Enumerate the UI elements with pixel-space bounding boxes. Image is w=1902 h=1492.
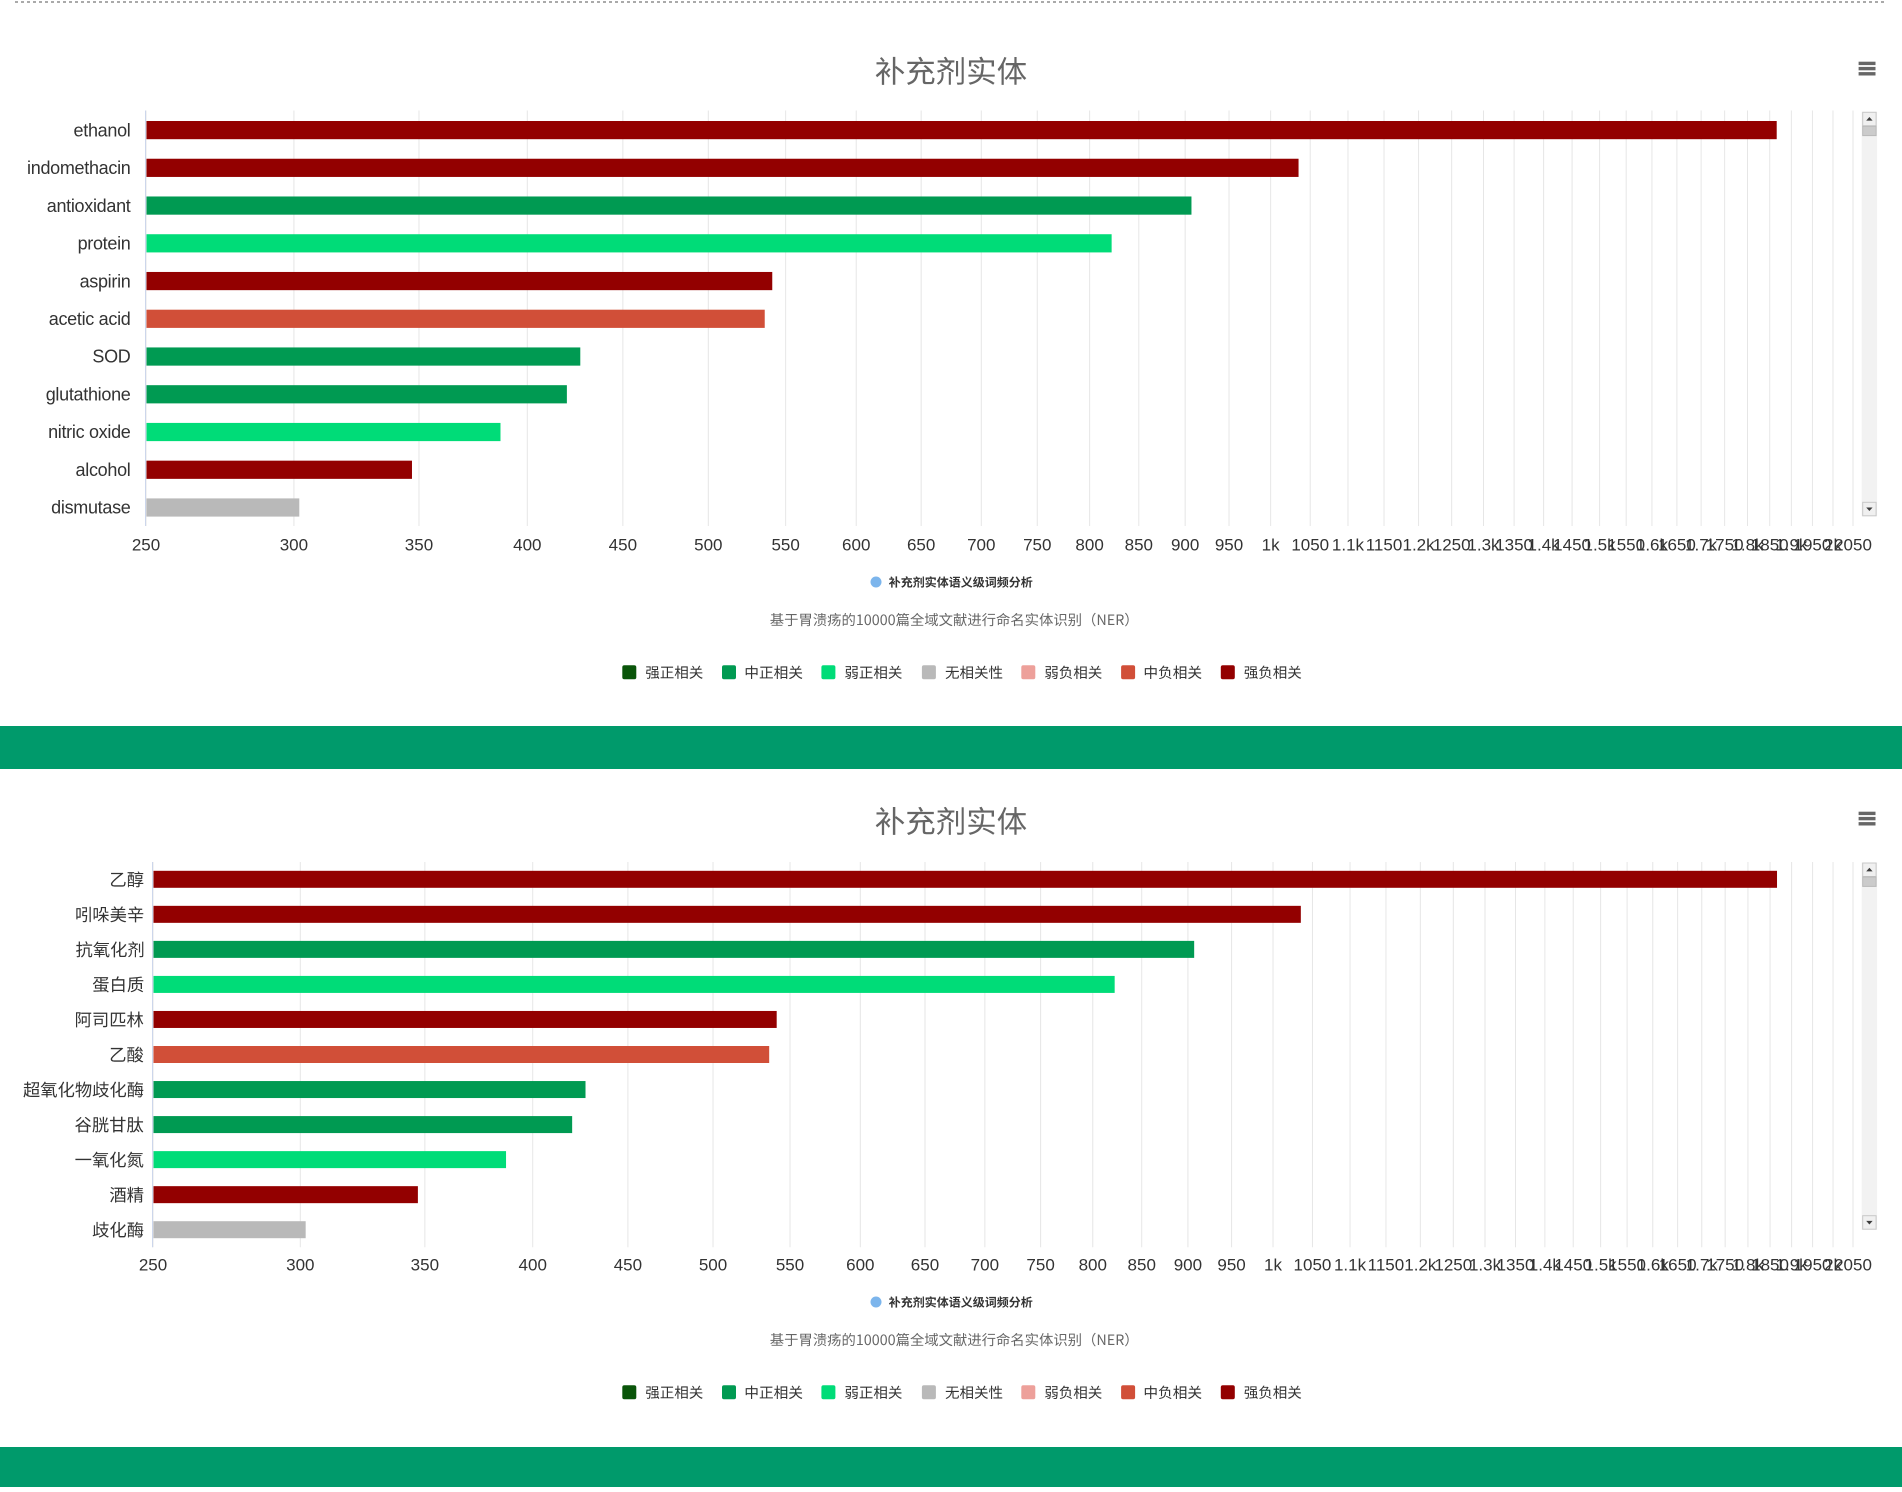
svg-text:1.9k: 1.9k	[1775, 536, 1808, 555]
svg-text:950: 950	[1217, 1256, 1245, 1275]
svg-text:500: 500	[699, 1256, 727, 1275]
svg-text:2050: 2050	[1834, 536, 1872, 555]
svg-text:550: 550	[776, 1256, 804, 1275]
svg-text:1850: 1850	[1751, 536, 1789, 555]
svg-text:250: 250	[132, 536, 160, 555]
svg-text:1.6k: 1.6k	[1637, 1256, 1670, 1275]
svg-text:450: 450	[609, 536, 637, 555]
svg-text:350: 350	[411, 1256, 439, 1275]
svg-text:900: 900	[1174, 1256, 1202, 1275]
svg-text:550: 550	[771, 536, 799, 555]
svg-text:1950: 1950	[1794, 1256, 1832, 1275]
svg-text:450: 450	[614, 1256, 642, 1275]
svg-text:1.7k: 1.7k	[1685, 536, 1718, 555]
svg-text:1850: 1850	[1751, 1256, 1789, 1275]
svg-text:650: 650	[907, 536, 935, 555]
svg-text:500: 500	[694, 536, 722, 555]
svg-text:1.8k: 1.8k	[1731, 536, 1764, 555]
svg-text:750: 750	[1026, 1256, 1054, 1275]
svg-text:950: 950	[1215, 536, 1243, 555]
svg-text:antioxidant: antioxidant	[47, 196, 131, 216]
svg-text:1250: 1250	[1433, 536, 1471, 555]
svg-text:1450: 1450	[1554, 1256, 1592, 1275]
svg-text:800: 800	[1075, 536, 1103, 555]
svg-text:1k: 1k	[1262, 536, 1280, 555]
svg-text:850: 850	[1125, 536, 1153, 555]
svg-text:850: 850	[1128, 1256, 1156, 1275]
svg-text:1.2k: 1.2k	[1404, 1256, 1437, 1275]
svg-text:1.2k: 1.2k	[1402, 536, 1435, 555]
svg-text:300: 300	[286, 1256, 314, 1275]
svg-text:1950: 1950	[1794, 536, 1832, 555]
svg-text:1050: 1050	[1291, 536, 1329, 555]
svg-text:400: 400	[519, 1256, 547, 1275]
svg-text:750: 750	[1023, 536, 1051, 555]
svg-text:1.4k: 1.4k	[1528, 536, 1561, 555]
svg-text:1350: 1350	[1495, 536, 1533, 555]
svg-text:dismutase: dismutase	[51, 498, 131, 518]
svg-text:700: 700	[971, 1256, 999, 1275]
svg-text:600: 600	[842, 536, 870, 555]
svg-text:1750: 1750	[1706, 1256, 1744, 1275]
svg-text:aspirin: aspirin	[80, 271, 131, 291]
svg-text:2k: 2k	[1824, 536, 1842, 555]
svg-text:1350: 1350	[1497, 1256, 1535, 1275]
svg-text:1k: 1k	[1264, 1256, 1282, 1275]
svg-text:400: 400	[513, 536, 541, 555]
svg-text:protein: protein	[78, 234, 131, 254]
svg-text:300: 300	[280, 536, 308, 555]
svg-text:nitric oxide: nitric oxide	[48, 422, 131, 442]
svg-text:1550: 1550	[1607, 536, 1645, 555]
svg-text:1450: 1450	[1553, 536, 1591, 555]
svg-text:1650: 1650	[1659, 1256, 1697, 1275]
svg-text:600: 600	[846, 1256, 874, 1275]
svg-text:alcohol: alcohol	[76, 460, 131, 480]
svg-text:1.6k: 1.6k	[1636, 536, 1669, 555]
svg-text:1750: 1750	[1706, 536, 1744, 555]
svg-text:1.3k: 1.3k	[1467, 536, 1500, 555]
svg-text:indomethacin: indomethacin	[27, 158, 130, 178]
svg-text:250: 250	[139, 1256, 167, 1275]
svg-text:2k: 2k	[1824, 1256, 1842, 1275]
svg-text:350: 350	[405, 536, 433, 555]
svg-text:1150: 1150	[1366, 536, 1403, 555]
svg-text:1.3k: 1.3k	[1469, 1256, 1502, 1275]
svg-text:acetic acid: acetic acid	[49, 309, 131, 329]
svg-text:glutathione: glutathione	[46, 384, 131, 404]
svg-text:1.4k: 1.4k	[1529, 1256, 1562, 1275]
svg-text:1050: 1050	[1294, 1256, 1332, 1275]
svg-text:900: 900	[1171, 536, 1199, 555]
svg-text:800: 800	[1079, 1256, 1107, 1275]
svg-text:1250: 1250	[1434, 1256, 1472, 1275]
svg-text:1.8k: 1.8k	[1732, 1256, 1765, 1275]
svg-text:1550: 1550	[1608, 1256, 1646, 1275]
svg-text:1150: 1150	[1368, 1256, 1405, 1275]
svg-text:ethanol: ethanol	[74, 120, 131, 140]
svg-text:700: 700	[967, 536, 995, 555]
svg-text:650: 650	[911, 1256, 939, 1275]
svg-text:SOD: SOD	[92, 347, 130, 367]
svg-text:1650: 1650	[1658, 536, 1696, 555]
svg-text:1.1k: 1.1k	[1334, 1256, 1367, 1275]
svg-text:1.1k: 1.1k	[1332, 536, 1365, 555]
svg-text:1.5k: 1.5k	[1584, 536, 1617, 555]
svg-text:1.7k: 1.7k	[1686, 1256, 1719, 1275]
svg-text:2050: 2050	[1834, 1256, 1872, 1275]
svg-text:1.5k: 1.5k	[1585, 1256, 1618, 1275]
svg-text:1.9k: 1.9k	[1776, 1256, 1809, 1275]
